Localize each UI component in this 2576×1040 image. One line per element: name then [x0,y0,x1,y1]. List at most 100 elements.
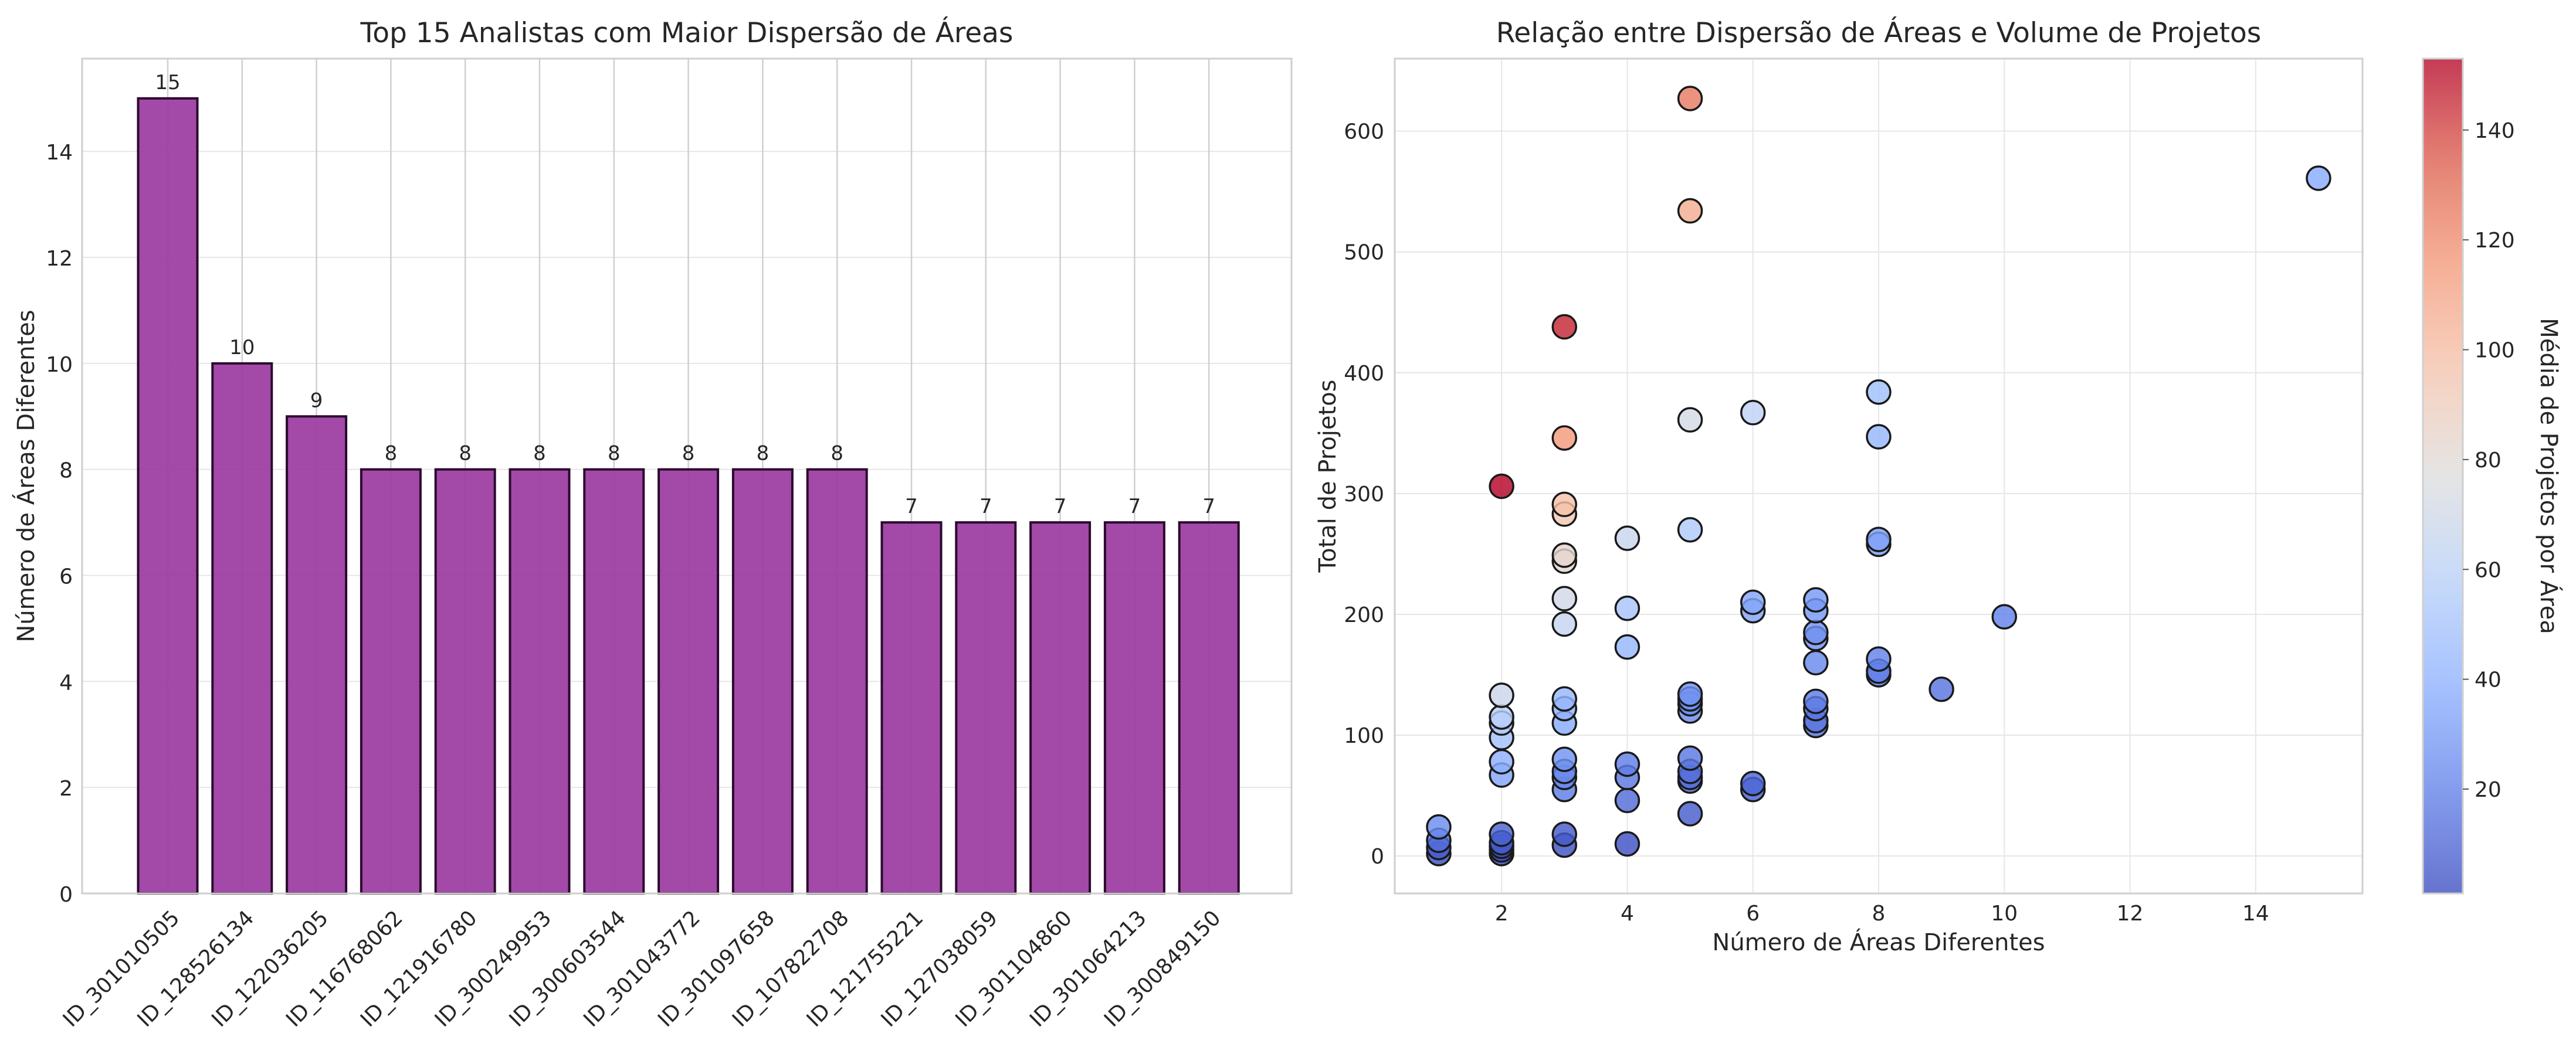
bar-y-tick-label: 2 [59,777,73,801]
bar-data-label: 8 [682,442,695,465]
scatter-y-tick-label: 600 [1344,120,1384,144]
scatter-point [1489,682,1514,708]
scatter-y-tick-label: 500 [1344,241,1384,265]
scatter-point [1551,314,1578,340]
scatter-point [1614,787,1640,814]
bar-data-label: 7 [905,495,918,518]
bar-y-tick-label: 14 [46,141,73,165]
scatter-point [1677,516,1703,543]
scatter-point [1803,620,1829,645]
colorbar-tick-label: 100 [2475,339,2515,363]
bar [360,468,422,895]
bar-data-label: 8 [831,442,843,465]
scatter-point [1677,681,1703,707]
scatter-point [1991,604,2018,630]
bar [211,362,273,895]
scatter-point [1928,676,1954,702]
bar-data-label: 7 [979,495,992,518]
bar-y-tick-labels: 0 2 4 6 8 10 12 14 [46,141,73,907]
scatter-point [1614,595,1640,621]
scatter-x-tick-label: 6 [1746,902,1760,926]
scatter-points [1426,86,2331,866]
scatter-point [1866,424,1892,450]
scatter-point [1551,586,1578,611]
scatter-y-tick-label: 0 [1371,845,1384,869]
scatter-y-tick-label: 400 [1344,362,1384,386]
bar [1103,521,1165,895]
bar-y-tick-label: 6 [59,565,73,589]
bar-plot-frame [81,57,1293,895]
scatter-x-tick-label: 4 [1621,902,1634,926]
scatter-point [1426,814,1452,840]
bar-data-label: 8 [533,442,546,465]
scatter-point [1677,86,1703,111]
scatter-point [1740,589,1766,616]
bar-data-label: 10 [229,336,255,359]
bar-data-label: 8 [757,442,770,465]
scatter-point [1740,400,1766,426]
scatter-point [1677,745,1703,771]
scatter-point [1551,425,1578,451]
bar [509,468,571,895]
scatter-point [2306,165,2331,191]
colorbar-gradient [2422,57,2464,895]
bar [286,415,348,895]
bar-y-tick-label: 0 [59,883,73,907]
scatter-point [1614,634,1640,660]
scatter-point [1614,751,1640,777]
bar-data-label: 7 [1128,495,1141,518]
bar [955,521,1017,895]
scatter-point [1866,526,1892,552]
scatter-plot-frame [1394,57,2364,895]
scatter-point [1551,542,1578,568]
scatter-point [1740,770,1766,797]
colorbar-tick-label: 20 [2475,778,2502,802]
bar [1178,521,1240,895]
bar [806,468,868,895]
scatter-point [1677,198,1703,224]
scatter-x-axis-label: Número de Áreas Diferentes [1712,928,2045,956]
scatter-point [1489,473,1514,499]
bar-data-label: 15 [155,71,180,94]
scatter-x-tick-label: 10 [1991,902,2018,926]
colorbar-tick-label: 80 [2475,448,2502,473]
scatter-x-tick-label: 2 [1495,902,1509,926]
bar-data-label: 8 [385,442,398,465]
scatter-point [1677,801,1703,827]
colorbar-tick-label: 40 [2475,668,2502,692]
scatter-y-axis-label: Total de Projetos [1314,379,1341,573]
scatter-x-tick-label: 12 [2117,902,2144,926]
bar-data-label: 9 [310,389,323,412]
scatter-y-tick-labels: 0 100 200 300 400 500 600 [1344,120,1384,869]
bar [731,468,794,895]
scatter-point [1489,821,1514,847]
scatter-point [1614,831,1640,857]
scatter-point [1489,749,1514,775]
bar [657,468,720,895]
scatter-chart: 2 4 6 8 10 12 14 0 100 200 300 400 500 600 Relação e… [1314,17,2364,956]
bar-data-label: 7 [1202,495,1215,518]
bar-y-axis-label: Número de Áreas Diferentes [12,310,40,642]
scatter-y-tick-label: 300 [1344,482,1384,507]
bar-marks [137,97,1240,895]
bar-y-tick-label: 8 [59,459,73,483]
scatter-point [1677,407,1703,433]
scatter-point [1803,650,1829,676]
bar-y-tick-label: 10 [46,353,73,377]
bar-data-label: 8 [459,442,472,465]
scatter-point [1551,611,1578,637]
scatter-point [1614,525,1640,551]
bar-data-label: 7 [1054,495,1067,518]
scatter-chart-title: Relação entre Dispersão de Áreas e Volum… [1496,17,2262,49]
bar-chart: 15 10 9 8 8 8 8 8 8 8 7 7 7 7 7 0 2 4 6 8 10 12 14 ID_3010105… [12,17,1293,1032]
bar [434,468,496,895]
colorbar-tick-label: 140 [2475,119,2515,143]
scatter-x-tick-label: 8 [1872,902,1886,926]
scatter-point [1803,587,1829,613]
scatter-point [1551,686,1578,712]
scatter-point [1866,646,1892,672]
colorbar-tick-label: 120 [2475,229,2515,253]
colorbar-tick-label: 60 [2475,558,2502,582]
scatter-x-tick-labels: 2 4 6 8 10 12 14 [1495,902,2269,926]
